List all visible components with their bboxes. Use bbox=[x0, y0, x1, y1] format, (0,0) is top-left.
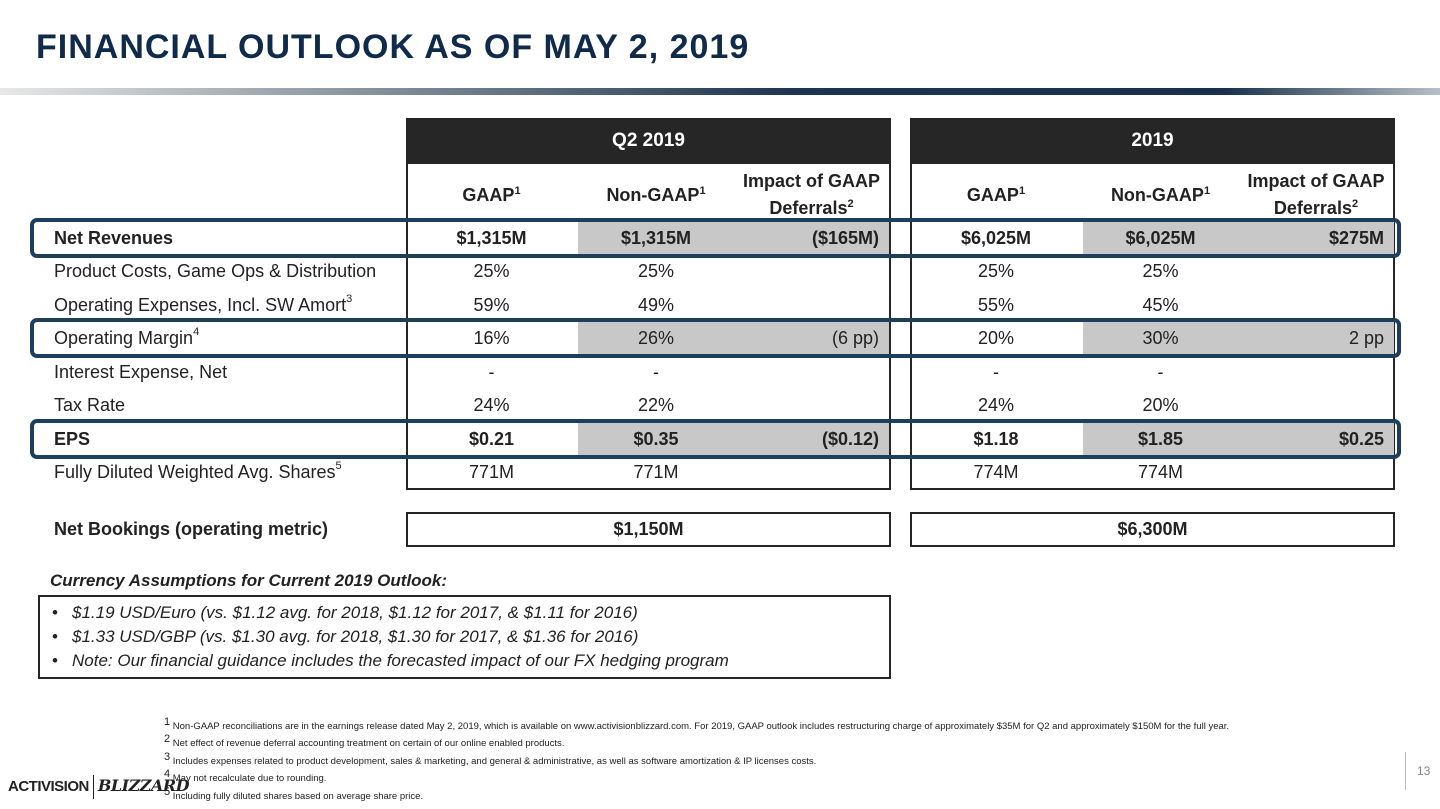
footnote: 3 Includes expenses related to product d… bbox=[164, 750, 817, 768]
row-label: Tax Rate bbox=[54, 395, 126, 415]
table-cell bbox=[734, 389, 889, 422]
row-label: EPS bbox=[54, 429, 91, 449]
column-header: Non-GAAP1 bbox=[1110, 185, 1211, 205]
activision-blizzard-logo: ACTIVISION BLIZZARD bbox=[8, 775, 190, 799]
table-cell: 55% bbox=[977, 295, 1015, 315]
table-cell: $0.35 bbox=[578, 423, 734, 456]
table-cell: - bbox=[1157, 362, 1164, 382]
footnotes: 1 Non-GAAP reconciliations are in the ea… bbox=[164, 716, 1344, 803]
table-cell: 49% bbox=[637, 295, 675, 315]
table-cell: 20% bbox=[1142, 395, 1179, 415]
title-rule bbox=[0, 88, 1440, 95]
table-cell: (6 pp) bbox=[734, 322, 889, 355]
net-bookings-2019: $6,300M bbox=[910, 512, 1395, 547]
table-cell: 25% bbox=[637, 261, 675, 281]
table-cell bbox=[734, 255, 889, 288]
page-title: FINANCIAL OUTLOOK AS OF MAY 2, 2019 bbox=[36, 28, 750, 66]
row-label: Net Revenues bbox=[54, 228, 174, 248]
table-cell bbox=[734, 356, 889, 389]
column-header: Impact of GAAP Deferrals2 bbox=[742, 171, 880, 218]
table-cell: $0.21 bbox=[468, 429, 515, 449]
table-cell: $1.18 bbox=[973, 429, 1019, 449]
table-cell: ($0.12) bbox=[734, 423, 889, 456]
table-cell: 24% bbox=[977, 395, 1015, 415]
table-cell bbox=[734, 456, 889, 489]
table-cell: 20% bbox=[977, 328, 1015, 348]
footnote: 2 Net effect of revenue deferral account… bbox=[164, 733, 565, 750]
column-header: Impact of GAAP Deferrals2 bbox=[1247, 171, 1385, 218]
row-label: Fully Diluted Weighted Avg. Shares 5 bbox=[54, 460, 342, 482]
table-cell: 771M bbox=[633, 462, 679, 482]
currency-assumptions-title: Currency Assumptions for Current 2019 Ou… bbox=[50, 571, 448, 590]
table-cell: 22% bbox=[637, 395, 675, 415]
currency-assumptions-box: • $1.19 USD/Euro (vs. $1.12 avg. for 2018… bbox=[38, 595, 891, 679]
table-cell: 25% bbox=[473, 261, 510, 281]
table-cell bbox=[1238, 255, 1394, 288]
highlight-eps bbox=[30, 419, 1401, 459]
table-cell bbox=[1238, 456, 1394, 489]
table-cell: $6,025M bbox=[960, 228, 1032, 248]
table-cell bbox=[1238, 356, 1394, 389]
table-cell: $1,315M bbox=[456, 228, 527, 248]
table-cell: - bbox=[488, 362, 495, 382]
table-cell: $0.25 bbox=[1238, 423, 1394, 456]
net-bookings-q2: $1,150M bbox=[406, 512, 891, 547]
table-cell: 45% bbox=[1142, 295, 1179, 315]
table-cell: 25% bbox=[977, 261, 1015, 281]
table-cell: $1.85 bbox=[1083, 423, 1238, 456]
page-number: 13 bbox=[1405, 752, 1430, 790]
footnote: 5 Including fully diluted shares based o… bbox=[164, 785, 424, 802]
currency-item: • $1.33 USD/GBP (vs. $1.30 avg. for 2018,… bbox=[52, 627, 639, 646]
period-header-2019: 2019 bbox=[910, 118, 1395, 164]
table-cell: $1,315M bbox=[578, 222, 734, 255]
highlight-net-revenues bbox=[30, 218, 1401, 258]
column-header: GAAP1 bbox=[966, 185, 1026, 205]
table-cell: 2 pp bbox=[1238, 322, 1394, 355]
footnote: 1 Non-GAAP reconciliations are in the ea… bbox=[164, 716, 1230, 733]
table-cell: $275M bbox=[1238, 222, 1394, 255]
row-label: Operating Margin 4 bbox=[54, 326, 200, 348]
table-cell: - bbox=[653, 362, 659, 382]
row-label: Interest Expense, Net bbox=[54, 362, 228, 382]
column-header: GAAP1 bbox=[462, 185, 521, 205]
table-cell bbox=[1238, 389, 1394, 422]
currency-item: • Note: Our financial guidance includes t… bbox=[52, 651, 729, 670]
highlight-operating-margin bbox=[30, 318, 1401, 358]
table-cell: - bbox=[993, 362, 999, 382]
table-cell: ($165M) bbox=[734, 222, 889, 255]
row-label: Product Costs, Game Ops & Distribution bbox=[54, 261, 377, 281]
table-cell: 774M bbox=[973, 462, 1019, 482]
currency-item: • $1.19 USD/Euro (vs. $1.12 avg. for 2018… bbox=[52, 603, 638, 622]
table-cell: 771M bbox=[468, 462, 515, 482]
footnote: 4 May not recalculate due to rounding. bbox=[164, 768, 327, 785]
table-cell: 59% bbox=[473, 295, 510, 315]
table-cell: 16% bbox=[473, 328, 510, 348]
period-header-q2-2019: Q2 2019 bbox=[406, 118, 891, 164]
table-cell: $6,025M bbox=[1083, 222, 1238, 255]
net-bookings-label: Net Bookings (operating metric) bbox=[54, 519, 329, 539]
table-frame bbox=[910, 118, 1395, 490]
table-frame bbox=[406, 118, 891, 490]
table-cell: 25% bbox=[1142, 261, 1179, 281]
row-label: Operating Expenses, Incl. SW Amort 3 bbox=[54, 293, 353, 315]
table-cell: 774M bbox=[1137, 462, 1184, 482]
table-cell: 30% bbox=[1083, 322, 1238, 355]
table-cell: 24% bbox=[473, 395, 510, 415]
column-header: Non-GAAP1 bbox=[606, 185, 706, 205]
table-cell: 26% bbox=[578, 322, 734, 355]
